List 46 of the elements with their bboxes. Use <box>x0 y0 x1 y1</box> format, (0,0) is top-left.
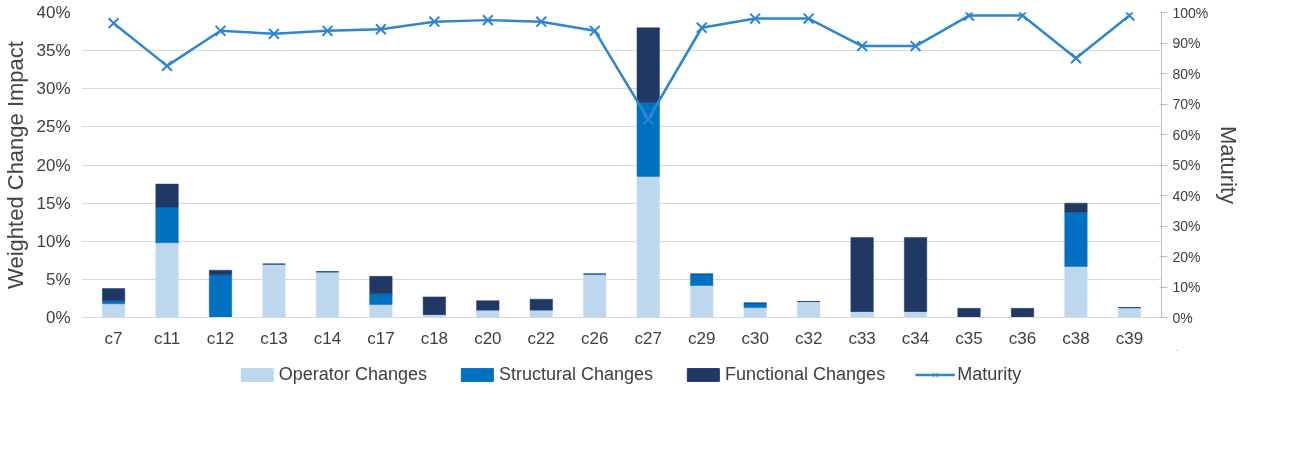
x-tick-label: c26 <box>581 328 609 348</box>
y2-tick-label: 60% <box>1172 126 1201 143</box>
x-tick-label: c14 <box>313 328 342 348</box>
y-tick-label: 30% <box>36 79 71 99</box>
y2-tick-label: 40% <box>1172 187 1201 204</box>
legend-label: Functional Changes <box>725 363 886 385</box>
x-tick-label: c13 <box>260 328 288 348</box>
legend-label: Maturity <box>957 363 1022 385</box>
x-tick-label: c12 <box>206 328 235 348</box>
y2-tick-label: 50% <box>1172 157 1201 173</box>
legend-label: Structural Changes <box>498 363 654 385</box>
x-tick-label: c20 <box>474 328 502 348</box>
y2-tick-label: 20% <box>1172 248 1201 265</box>
x-tick-label: c38 <box>1062 328 1090 348</box>
y2-tick-label: 90% <box>1172 35 1201 51</box>
x-tick-label: c7 <box>104 328 123 348</box>
x-tick-label: c32 <box>794 328 823 348</box>
y2-tick-label: 30% <box>1172 218 1201 234</box>
y2-tick-label: 80% <box>1172 65 1201 82</box>
y-tick-label: 10% <box>36 231 71 251</box>
y-tick-label: 15% <box>36 193 71 213</box>
y2-tick-label: 70% <box>1172 96 1201 112</box>
x-tick-label: c35 <box>955 328 983 348</box>
y-tick-label: 20% <box>36 155 71 175</box>
y-tick-label: 0% <box>45 308 71 327</box>
x-tick-label: c34 <box>901 328 930 348</box>
y-tick-label: 5% <box>45 269 71 289</box>
y-tick-label: 40% <box>36 3 71 22</box>
x-tick-label: c33 <box>848 328 876 348</box>
x-tick-label: c11 <box>153 328 181 348</box>
legend-label: Operator Changes <box>278 363 427 385</box>
y-tick-label: 35% <box>36 41 71 61</box>
x-tick-label: c18 <box>420 328 449 348</box>
y2-tick-label: 100% <box>1172 4 1209 21</box>
y-tick-label: 25% <box>36 117 71 137</box>
x-tick-label: c17 <box>367 328 395 348</box>
x-tick-label: c27 <box>634 328 662 348</box>
y2-tick-label: 10% <box>1172 279 1201 295</box>
x-tick-label: c30 <box>741 328 769 348</box>
x-tick-label: c29 <box>687 328 716 348</box>
x-tick-label: c22 <box>527 328 556 348</box>
y2-tick-label: 0% <box>1172 309 1193 326</box>
y-axis-title: Weighted Change Impact <box>3 41 29 289</box>
x-tick-label: c39 <box>1115 328 1144 348</box>
y2-axis-title: Maturity <box>1216 125 1242 205</box>
x-tick-label: c36 <box>1008 328 1037 348</box>
